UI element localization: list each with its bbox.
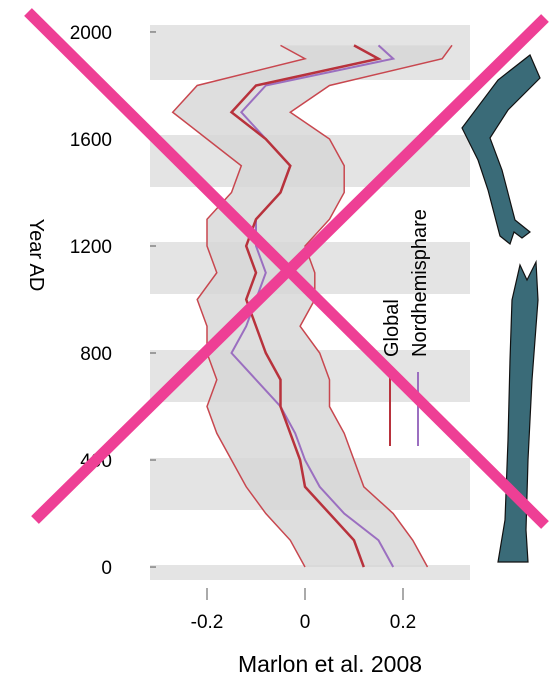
band-edge [171,44,308,568]
y-tick-label: 0 [101,558,112,579]
y-tick-label: 1600 [70,130,112,151]
legend-label: Global [381,299,403,357]
y-axis-label: Year AD [25,219,47,292]
legend-label: Nordhemisphare [409,209,431,357]
y-tick-label: 1200 [70,237,112,258]
series-line [229,44,383,568]
y-tick-label: 800 [80,344,112,365]
x-tick-label: 0.2 [390,612,416,633]
chart-title: Marlon et al. 2008 [238,651,422,677]
x-tick-label: -0.2 [191,612,224,633]
y-tick-label: 2000 [70,23,112,44]
x-tick-label: 0 [300,612,311,633]
uncertainty-band [172,45,452,568]
plot-area: 0400800120016002000-0.200.2 [70,23,453,633]
cross-out [24,8,549,529]
